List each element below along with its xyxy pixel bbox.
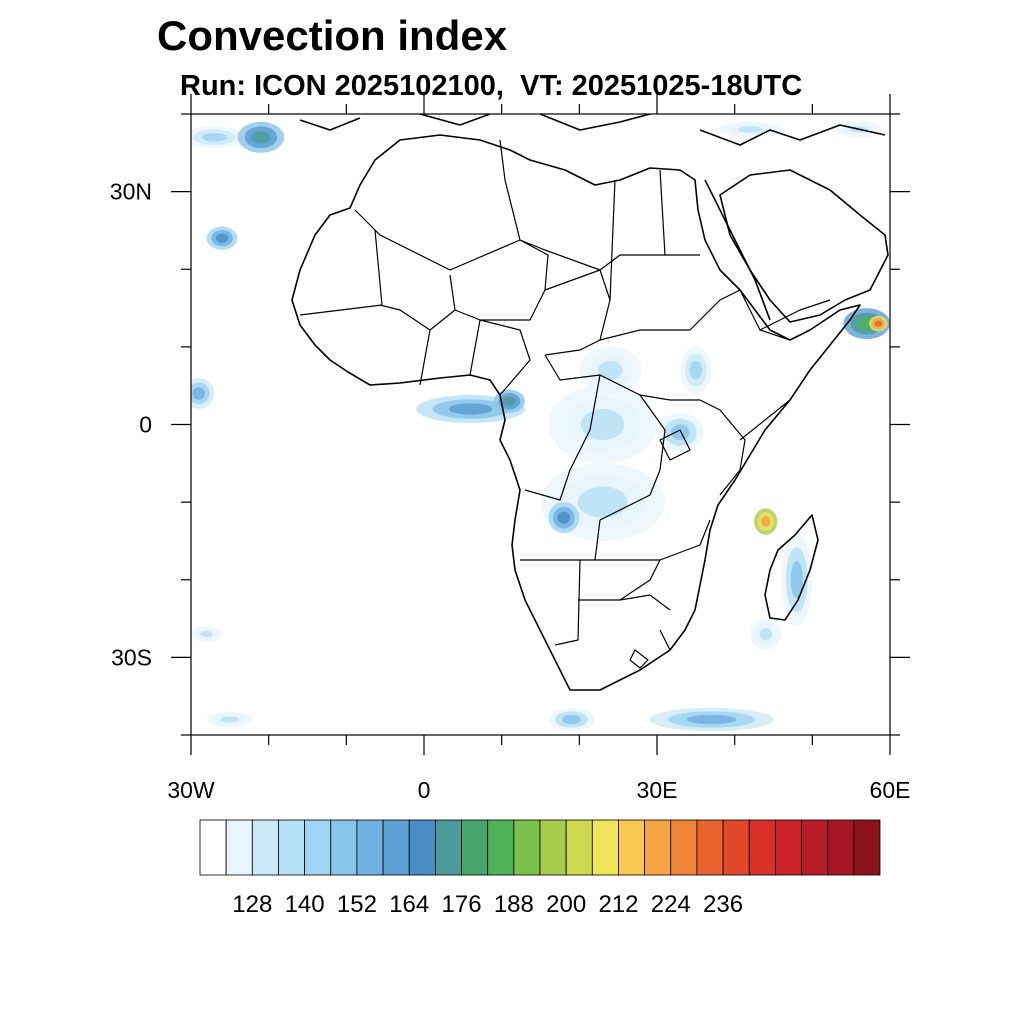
colorbar-swatch xyxy=(199,819,227,876)
lon-tick-label: 30E xyxy=(637,777,678,803)
colorbar-label: 236 xyxy=(703,891,743,918)
colorbar-swatch xyxy=(539,819,567,876)
convection-cell xyxy=(201,132,227,142)
arabia-coastline xyxy=(719,169,889,323)
convection-cell xyxy=(597,360,623,380)
colorbar-swatch xyxy=(722,819,750,876)
convection-cell xyxy=(192,387,205,400)
convection-cell xyxy=(220,716,240,723)
colorbar-label: 164 xyxy=(389,891,429,918)
colorbar-swatch xyxy=(330,819,358,876)
colorbar-label: 128 xyxy=(232,891,272,918)
colorbar-swatch xyxy=(827,819,855,876)
colorbar-label: 140 xyxy=(285,891,325,918)
colorbar-swatch xyxy=(278,819,306,876)
colorbar-label: 224 xyxy=(651,891,691,918)
lat-tick-label: 30N xyxy=(110,179,152,205)
colorbar-label: 212 xyxy=(598,891,638,918)
convection-cell xyxy=(790,561,804,599)
convection-cell xyxy=(562,714,581,725)
europe-coastline xyxy=(299,114,886,146)
colorbar-swatch xyxy=(251,819,279,876)
convection-cell xyxy=(874,320,883,327)
madagascar-coastline xyxy=(764,514,819,621)
colorbar: 128 140 152 164 176 188 200 212 224 236 xyxy=(199,819,881,918)
convection-cell xyxy=(503,396,516,406)
colorbar-swatch xyxy=(670,819,698,876)
colorbar-swatch xyxy=(408,819,436,876)
convection-cell xyxy=(557,511,571,524)
colorbar-swatch xyxy=(513,819,541,876)
convection-cell xyxy=(759,627,772,641)
convection-cell xyxy=(761,516,771,527)
lon-tick-label: 30W xyxy=(167,777,215,803)
colorbar-label: 200 xyxy=(546,891,586,918)
axis-tick-labels: 30W 0 30E 60E 30N 0 30S xyxy=(110,179,911,803)
country-borders xyxy=(299,139,831,669)
colorbar-label: 188 xyxy=(494,891,534,918)
lon-tick-label: 60E xyxy=(870,777,911,803)
convection-cell xyxy=(215,233,229,243)
lat-tick-label: 0 xyxy=(139,412,152,438)
convection-cell xyxy=(689,360,703,380)
colorbar-swatch xyxy=(591,819,619,876)
colorbar-swatch xyxy=(356,819,384,876)
colorbar-swatch xyxy=(696,819,724,876)
convection-cell xyxy=(200,630,213,638)
convection-cell xyxy=(251,131,271,144)
chart-title: Convection index xyxy=(157,12,508,59)
colorbar-swatch xyxy=(644,819,672,876)
colorbar-swatch xyxy=(565,819,593,876)
lon-tick-label: 0 xyxy=(418,777,431,803)
colorbar-swatch xyxy=(618,819,646,876)
convection-cell xyxy=(580,408,625,441)
convection-cell xyxy=(577,486,628,518)
colorbar-label: 152 xyxy=(337,891,377,918)
colorbar-swatch xyxy=(434,819,462,876)
map-background xyxy=(191,114,890,735)
axis-ticks xyxy=(171,94,910,755)
chart-subtitle: Run: ICON 2025102100, VT: 20251025-18UTC xyxy=(180,70,803,102)
convection-field xyxy=(191,121,890,732)
convection-cell xyxy=(737,126,763,133)
convection-cell xyxy=(448,403,493,415)
red-sea-coast xyxy=(704,179,771,321)
coastlines-and-borders xyxy=(291,114,889,691)
colorbar-swatch xyxy=(225,819,253,876)
colorbar-swatch xyxy=(304,819,332,876)
colorbar-swatch xyxy=(801,819,829,876)
colorbar-swatch xyxy=(382,819,410,876)
colorbar-swatch xyxy=(748,819,776,876)
colorbar-swatch xyxy=(487,819,515,876)
lat-tick-label: 30S xyxy=(111,644,152,670)
colorbar-swatch xyxy=(461,819,489,876)
colorbar-label: 176 xyxy=(442,891,482,918)
convection-cell xyxy=(686,714,737,725)
africa-coastline xyxy=(291,134,861,691)
colorbar-swatch xyxy=(774,819,802,876)
colorbar-swatch xyxy=(853,819,881,876)
convection-cell xyxy=(670,424,690,441)
